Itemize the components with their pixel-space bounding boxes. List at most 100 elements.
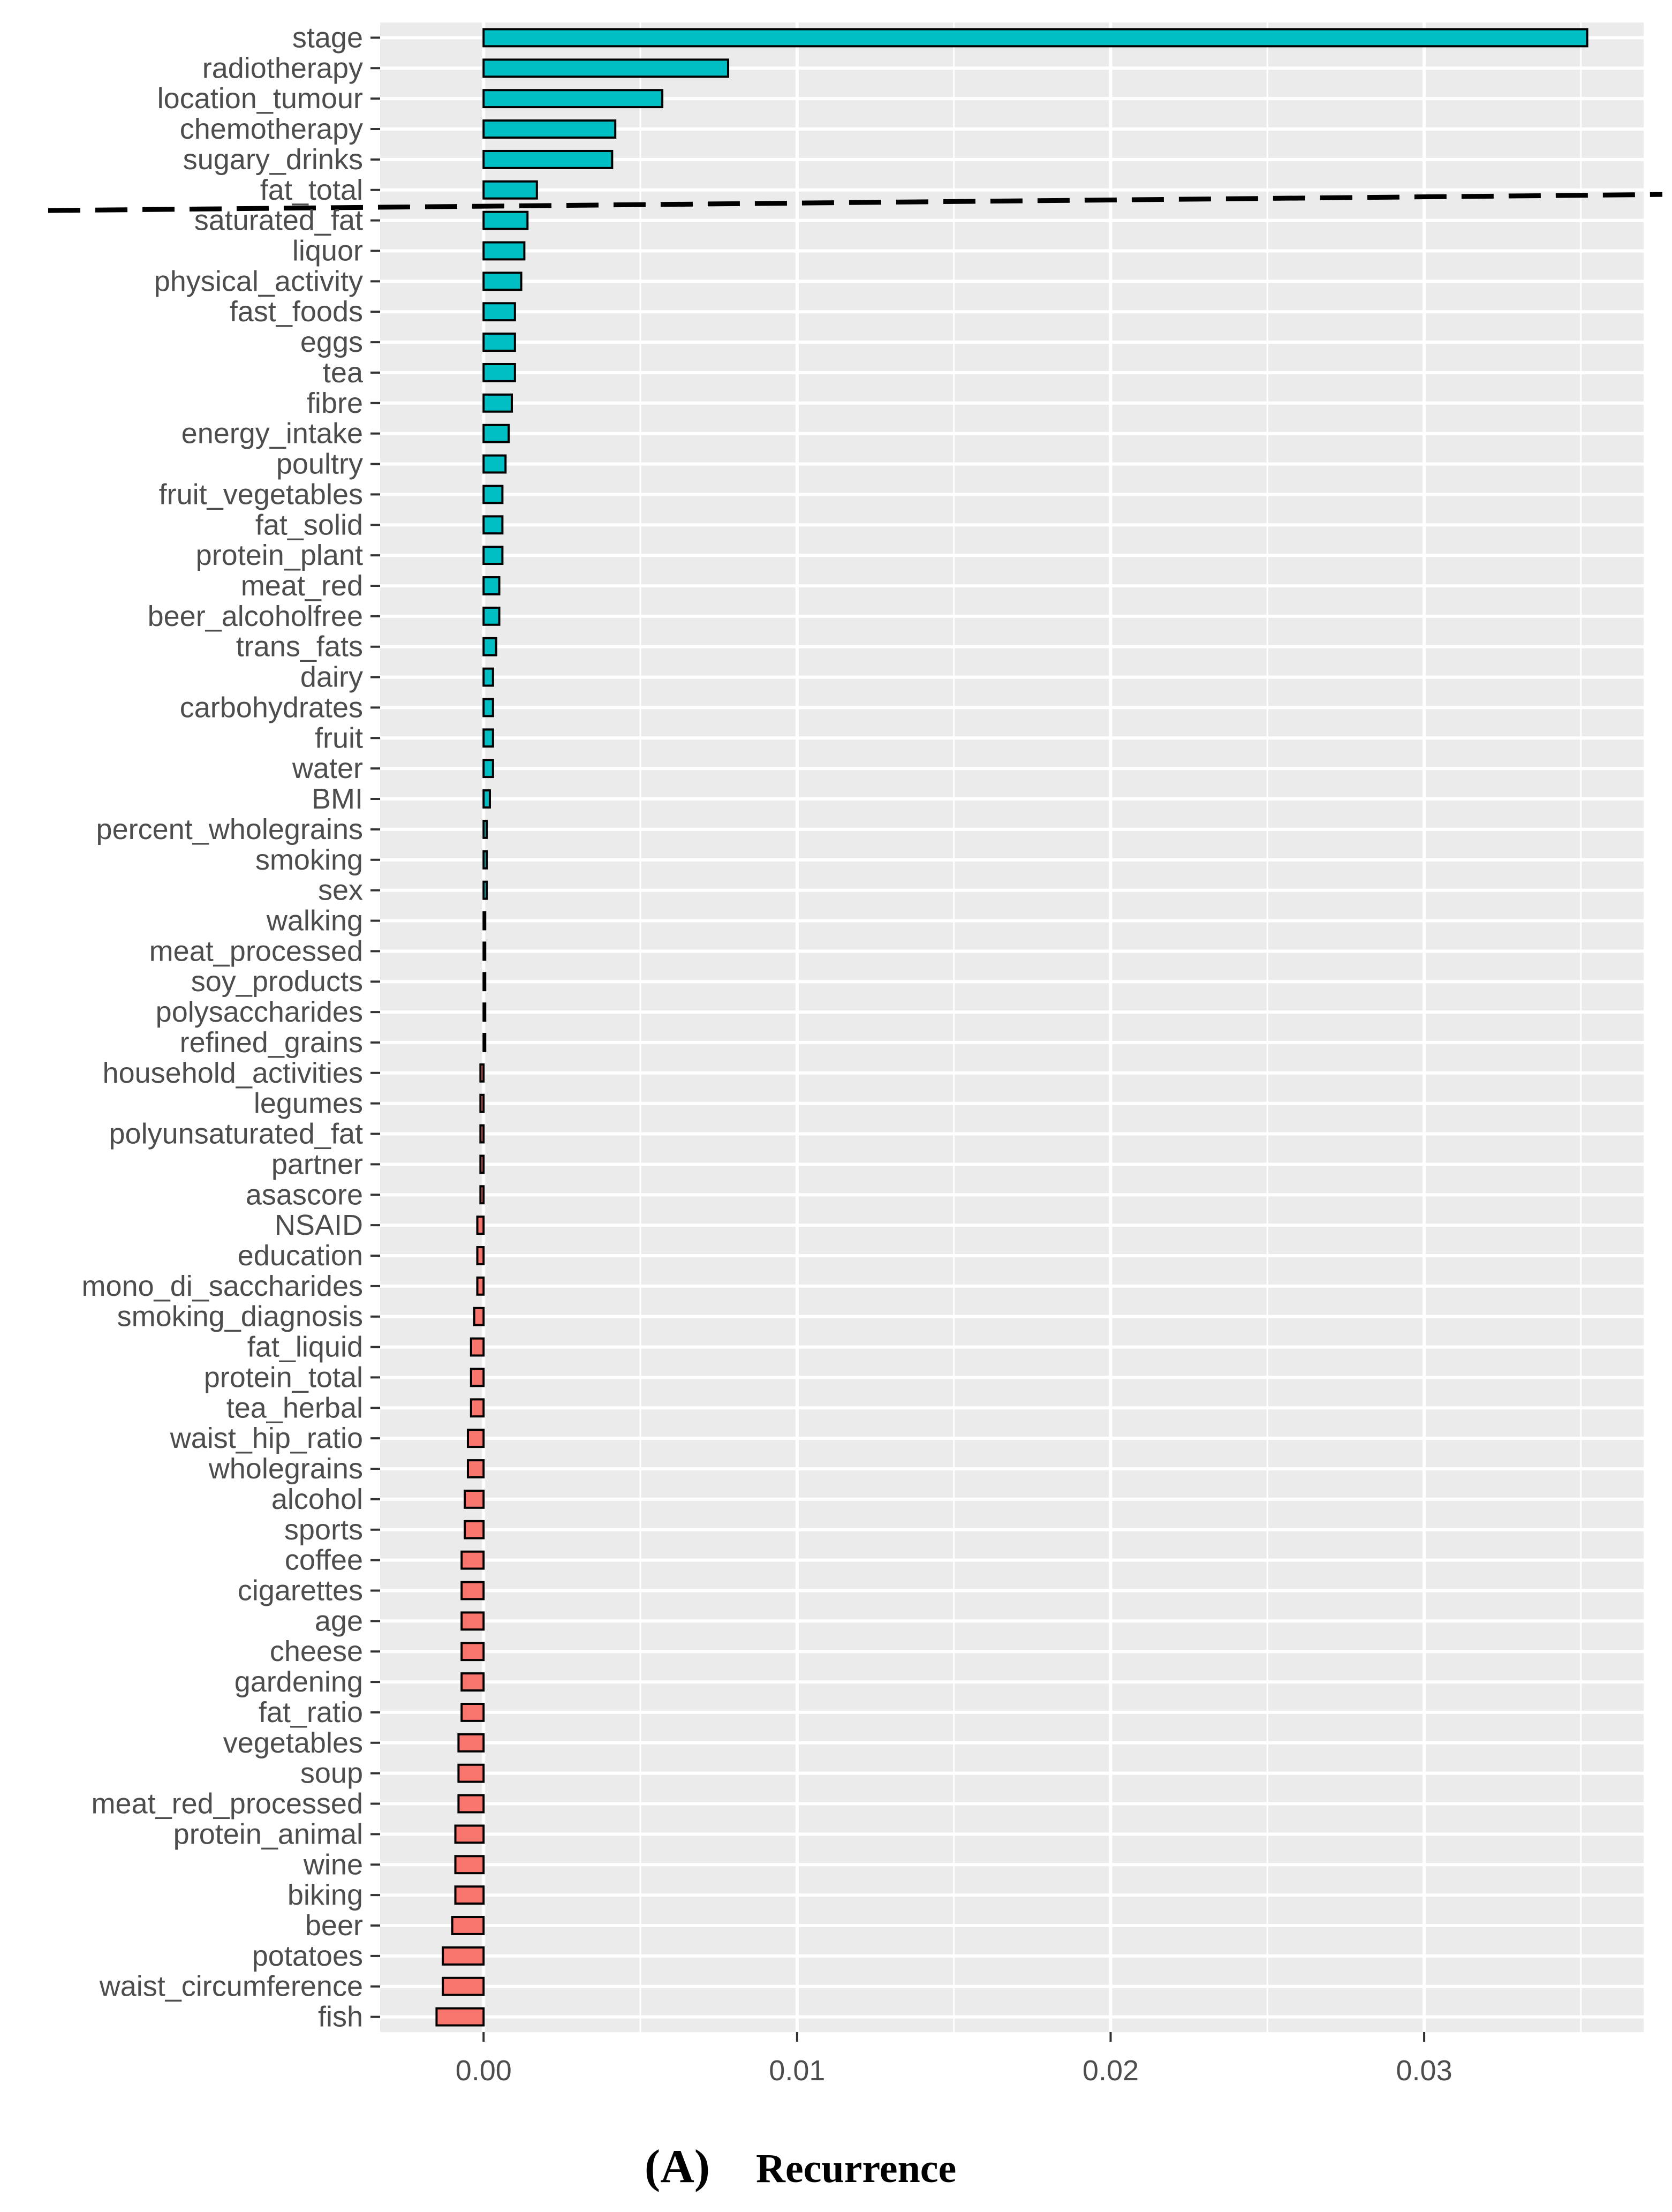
- bar-carbohydrates: [482, 698, 494, 718]
- bar-dairy: [482, 667, 494, 687]
- y-tick-label-polysaccharides: polysaccharides: [156, 996, 363, 1028]
- bar-fat_ratio: [460, 1703, 485, 1722]
- bar-sugary_drinks: [482, 149, 614, 169]
- y-tick-label-cheese: cheese: [270, 1635, 363, 1667]
- bar-coffee: [460, 1550, 485, 1570]
- bar-smoking: [482, 850, 488, 870]
- y-tick-label-waist_hip_ratio: waist_hip_ratio: [170, 1422, 363, 1454]
- y-tick-label-sports: sports: [284, 1514, 363, 1546]
- y-tick-label-fat_total: fat_total: [260, 174, 363, 206]
- y-tick-label-dairy: dairy: [300, 661, 363, 693]
- bar-NSAID: [476, 1216, 485, 1235]
- y-tick-label-biking: biking: [288, 1879, 363, 1911]
- bar-poultry: [482, 454, 507, 474]
- bar-sex: [482, 880, 488, 900]
- y-tick-label-walking: walking: [266, 904, 363, 937]
- y-tick-label-soup: soup: [300, 1757, 363, 1790]
- y-tick-label-fat_liquid: fat_liquid: [247, 1331, 363, 1363]
- y-tick-label-education: education: [238, 1240, 363, 1272]
- y-tick-label-tea: tea: [323, 357, 364, 389]
- bar-percent_wholegrains: [482, 819, 488, 839]
- bar-mono_di_saccharides: [476, 1276, 485, 1296]
- y-tick-label-soy_products: soy_products: [191, 965, 363, 998]
- y-tick-label-potatoes: potatoes: [252, 1940, 363, 1972]
- y-tick-label-carbohydrates: carbohydrates: [180, 691, 363, 723]
- bar-chemotherapy: [482, 119, 617, 139]
- y-tick-label-smoking_diagnosis: smoking_diagnosis: [117, 1301, 363, 1333]
- y-tick-label-beer: beer: [305, 1909, 363, 1942]
- bar-vegetables: [457, 1733, 485, 1753]
- y-tick-label-location_tumour: location_tumour: [157, 82, 363, 115]
- y-tick-label-refined_grains: refined_grains: [180, 1026, 363, 1059]
- threshold-dashed-line: [48, 192, 1663, 213]
- y-tick-label-household_activities: household_activities: [103, 1057, 363, 1089]
- y-tick-label-BMI: BMI: [312, 783, 363, 815]
- y-tick-label-gardening: gardening: [234, 1666, 363, 1698]
- bar-fibre: [482, 393, 513, 413]
- bar-sports: [464, 1520, 485, 1539]
- bar-tea: [482, 363, 516, 382]
- bar-refined_grains: [482, 1033, 487, 1052]
- y-tick-label-fruit_vegetables: fruit_vegetables: [159, 478, 363, 510]
- y-tick-label-beer_alcoholfree: beer_alcoholfree: [148, 600, 363, 632]
- y-tick-label-NSAID: NSAID: [275, 1209, 363, 1241]
- bar-waist_circumference: [442, 1976, 485, 1996]
- bar-fat_liquid: [470, 1337, 485, 1357]
- y-tick-label-chemotherapy: chemotherapy: [180, 113, 363, 145]
- bar-trans_fats: [482, 637, 497, 656]
- y-tick-label-percent_wholegrains: percent_wholegrains: [96, 813, 363, 845]
- figure-caption: (A) Recurrence: [645, 2141, 956, 2193]
- y-tick-label-waist_circumference: waist_circumference: [99, 1971, 363, 2003]
- bar-protein_plant: [482, 546, 504, 565]
- bar-protein_animal: [454, 1824, 485, 1844]
- bar-cheese: [460, 1642, 485, 1662]
- y-tick-label-tea_herbal: tea_herbal: [226, 1392, 363, 1424]
- y-tick-label-fat_ratio: fat_ratio: [259, 1696, 363, 1728]
- y-tick-label-meat_red: meat_red: [241, 570, 363, 602]
- y-tick-label-trans_fats: trans_fats: [236, 631, 363, 663]
- bar-potatoes: [442, 1946, 485, 1966]
- bar-fish: [435, 2007, 485, 2027]
- bar-biking: [454, 1885, 485, 1905]
- bar-fruit_vegetables: [482, 485, 504, 504]
- x-tick-label: 0.03: [1396, 2055, 1452, 2087]
- y-tick-label-sugary_drinks: sugary_drinks: [183, 144, 363, 176]
- bar-beer: [451, 1916, 485, 1935]
- bar-meat_processed: [482, 941, 487, 961]
- bar-protein_total: [470, 1368, 485, 1387]
- x-tick-label: 0.02: [1083, 2055, 1139, 2087]
- bar-soup: [457, 1763, 485, 1783]
- bar-walking: [482, 911, 487, 931]
- bar-fat_solid: [482, 515, 504, 535]
- y-tick-label-fruit: fruit: [315, 722, 363, 754]
- bar-radiotherapy: [482, 58, 730, 78]
- y-tick-label-fish: fish: [318, 2001, 363, 2033]
- y-tick-label-age: age: [315, 1605, 363, 1637]
- bar-location_tumour: [482, 89, 664, 109]
- x-tick-label: 0.01: [769, 2055, 825, 2087]
- y-tick-label-eggs: eggs: [300, 326, 363, 358]
- y-tick-label-mono_di_saccharides: mono_di_saccharides: [82, 1270, 363, 1302]
- bar-tea_herbal: [470, 1398, 485, 1418]
- caption-title: Recurrence: [756, 2146, 956, 2191]
- y-tick-label-saturated_fat: saturated_fat: [194, 205, 363, 237]
- x-tick-labels: 0.00 0.01 0.02 0.03: [456, 2032, 1452, 2087]
- bar-liquor: [482, 241, 526, 261]
- bar-wine: [454, 1855, 485, 1875]
- y-tick-label-protein_animal: protein_animal: [173, 1818, 363, 1850]
- bar-partner: [479, 1154, 485, 1174]
- bar-legumes: [479, 1093, 485, 1113]
- y-tick-label-protein_total: protein_total: [204, 1361, 363, 1393]
- plot-panel: [380, 22, 1644, 2032]
- bar-asascore: [479, 1185, 485, 1205]
- y-tick-label-meat_processed: meat_processed: [149, 935, 363, 967]
- bar-meat_red_processed: [457, 1794, 485, 1814]
- y-tick-label-meat_red_processed: meat_red_processed: [92, 1788, 363, 1820]
- y-tick-label-smoking: smoking: [255, 844, 363, 876]
- y-tick-label-cigarettes: cigarettes: [238, 1574, 363, 1606]
- bar-meat_red: [482, 576, 501, 595]
- bar-household_activities: [479, 1063, 485, 1083]
- bar-fast_foods: [482, 302, 516, 322]
- y-tick-label-fibre: fibre: [307, 387, 363, 419]
- y-tick-label-asascore: asascore: [246, 1179, 363, 1211]
